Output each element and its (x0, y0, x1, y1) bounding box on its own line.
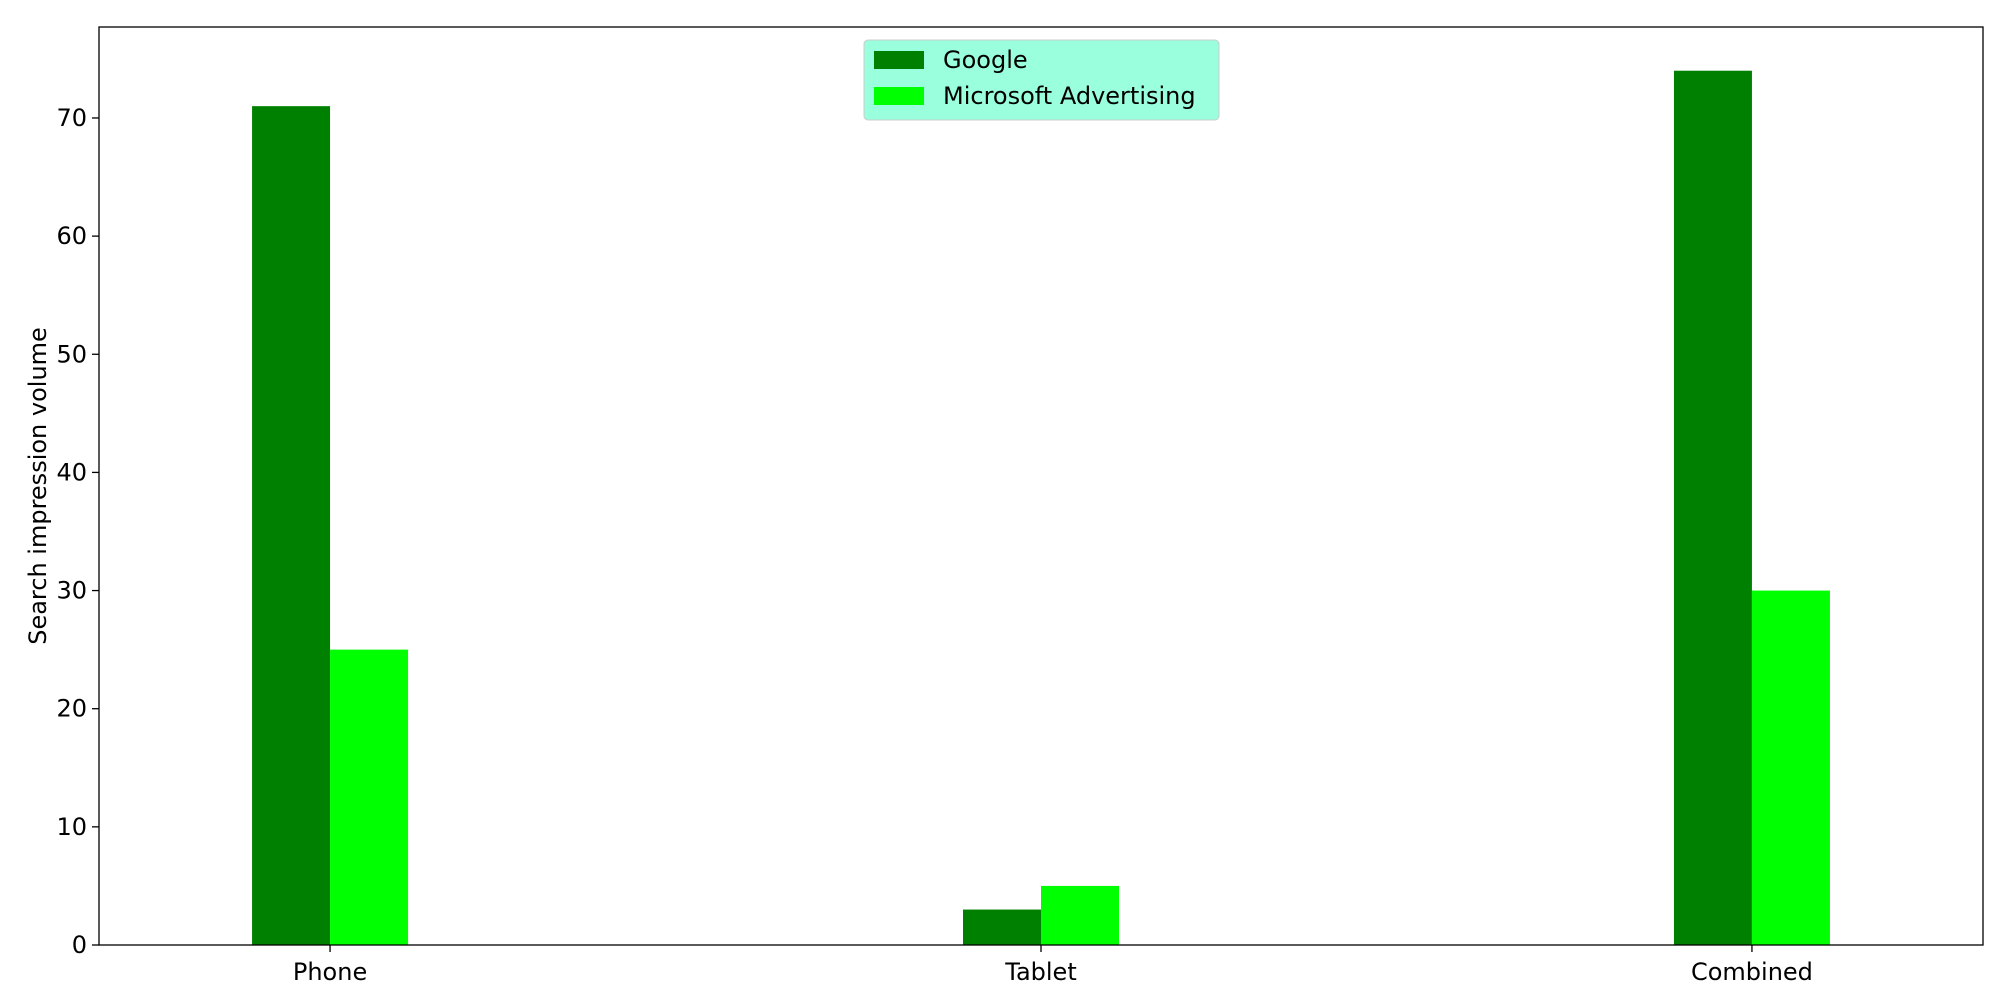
legend-swatch-microsoft-advertising (874, 87, 924, 105)
legend-swatch-google (874, 51, 924, 69)
y-tick-label: 0 (72, 931, 87, 959)
bar-microsoft-advertising-phone (330, 649, 409, 945)
bars-layer (252, 70, 1830, 945)
bar-google-combined (1673, 70, 1752, 945)
bar-microsoft-advertising-combined (1751, 590, 1830, 945)
y-tick-label: 10 (56, 813, 87, 841)
x-axis: Phone Tablet Combined (293, 945, 1813, 986)
legend-label-google: Google (943, 46, 1028, 74)
y-tick-label: 20 (56, 695, 87, 723)
bar-google-phone (252, 106, 331, 945)
y-axis-label: Search impression volume (24, 327, 52, 645)
y-tick-label: 30 (56, 577, 87, 605)
x-tick-label-tablet: Tablet (1004, 958, 1076, 986)
y-tick-label: 70 (56, 104, 87, 132)
x-tick-label-phone: Phone (293, 958, 367, 986)
bar-google-tablet (963, 909, 1041, 945)
legend: Google Microsoft Advertising (863, 39, 1220, 121)
legend-label-microsoft-advertising: Microsoft Advertising (943, 82, 1196, 110)
bar-microsoft-advertising-tablet (1041, 885, 1119, 945)
y-axis: 0 10 20 30 40 50 60 70 (56, 104, 99, 959)
y-tick-label: 40 (56, 458, 87, 486)
y-tick-label: 50 (56, 340, 87, 368)
y-tick-label: 60 (56, 222, 87, 250)
x-tick-label-combined: Combined (1691, 958, 1813, 986)
legend-box (863, 39, 1220, 121)
